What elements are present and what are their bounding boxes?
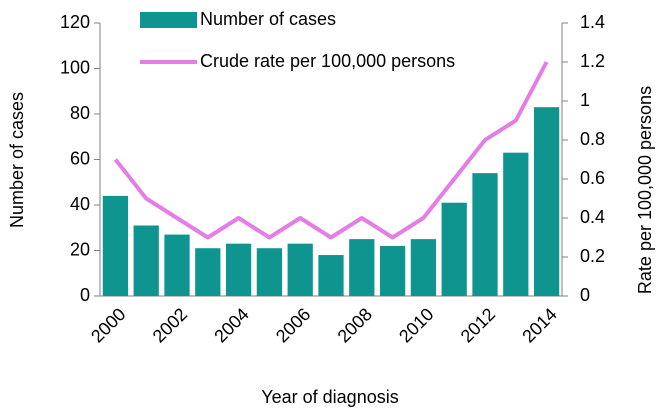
bar [379,245,406,296]
bar [318,255,344,296]
bar [164,234,190,296]
bar [441,202,467,296]
x-tick-label: 2008 [334,304,376,346]
x-axis-title: Year of diagnosis [261,387,398,407]
y-tick-label: 0 [80,285,90,305]
bar [225,243,252,296]
legend-label: Number of cases [200,9,336,29]
y2-tick-label: 0 [580,285,590,305]
bar [472,173,498,296]
x-tick-label: 2006 [272,304,314,346]
bar [503,152,529,296]
y-tick-label: 40 [70,194,90,214]
bar [410,239,437,296]
y2-tick-label: 1 [580,90,590,110]
x-tick-label: 2004 [210,304,252,346]
y-tick-label: 20 [70,239,90,259]
x-tick-label: 2002 [149,304,191,346]
y2-tick-label: 0.8 [580,129,605,149]
bar [102,195,129,296]
y-tick-label: 100 [60,57,90,77]
bar [195,248,221,296]
y-tick-label: 120 [60,12,90,32]
bar [287,243,313,296]
x-tick-label: 2000 [87,304,129,346]
legend-swatch [140,12,197,28]
y-tick-label: 80 [70,103,90,123]
y2-tick-label: 0.4 [580,207,605,227]
y2-tick-label: 1.2 [580,51,605,71]
bar [256,248,283,296]
bar [133,225,159,296]
y2-tick-label: 0.2 [580,246,605,266]
y-axis-title: Number of cases [7,92,27,228]
y-tick-label: 60 [70,148,90,168]
x-tick-label: 2014 [518,304,560,346]
y2-tick-label: 0.6 [580,168,605,188]
x-tick-label: 2012 [457,304,499,346]
legend-label: Crude rate per 100,000 persons [200,51,455,71]
bar [349,239,375,296]
line [113,61,549,240]
y2-tick-label: 1.4 [580,12,605,32]
y2-axis-title: Rate per 100,000 persons [635,86,655,294]
bar [533,107,560,296]
x-tick-label: 2010 [395,304,437,346]
